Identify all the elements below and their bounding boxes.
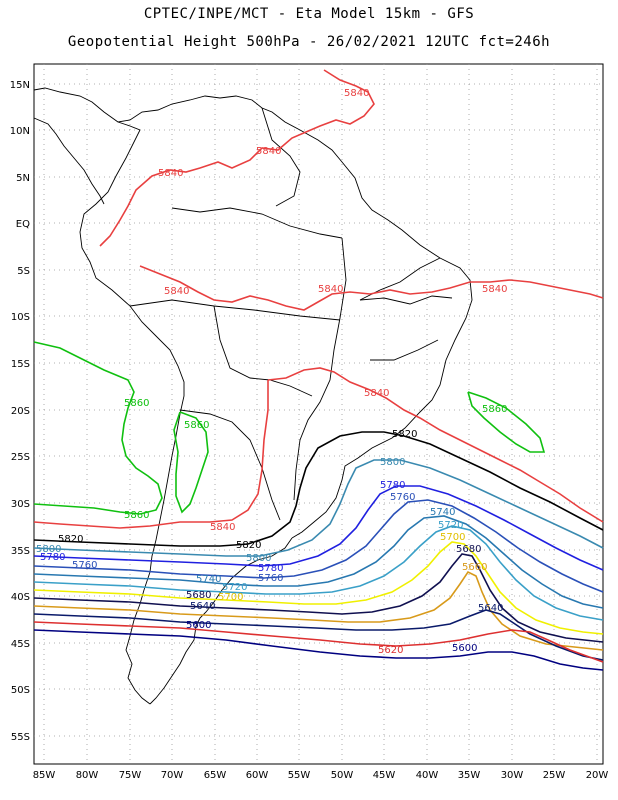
- contour-label: 5660: [462, 562, 487, 573]
- contour-5660: [33, 570, 604, 651]
- contour-label: 5840: [364, 388, 389, 399]
- lon-tick-label: 65W: [204, 770, 227, 781]
- lat-tick-label: 5S: [17, 266, 30, 277]
- lat-tick-label: 25S: [11, 452, 30, 463]
- longitude-labels: 85W 80W 75W 70W 65W 60W 55W 50W 45W 40W …: [33, 770, 609, 781]
- contour-label: 5720: [438, 520, 463, 531]
- contour-label: 5700: [218, 592, 243, 603]
- contour-label: 5620: [378, 645, 403, 656]
- contour-label: 5860: [482, 404, 507, 415]
- contour-5860-east: [467, 391, 546, 453]
- graticule: [34, 64, 603, 764]
- lat-tick-label: 10S: [11, 312, 30, 323]
- lat-tick-label: 30S: [11, 499, 30, 510]
- lon-tick-label: 45W: [373, 770, 396, 781]
- lat-tick-label: 40S: [11, 592, 30, 603]
- contour-5800: [33, 459, 604, 557]
- lat-tick-label: 15N: [10, 80, 30, 91]
- contour-label: 5760: [390, 492, 415, 503]
- contour-5600: [33, 629, 604, 671]
- lon-tick-label: 70W: [161, 770, 184, 781]
- contour-5680: [33, 553, 604, 643]
- contour-5840-central: [139, 265, 604, 311]
- contour-label: 5840: [482, 284, 507, 295]
- contour-label: 5840: [256, 146, 281, 157]
- lon-tick-label: 35W: [458, 770, 481, 781]
- contour-label: 5840: [344, 88, 369, 99]
- lon-tick-label: 50W: [331, 770, 354, 781]
- contour-5860-west: [33, 341, 163, 515]
- contour-label: 5640: [190, 601, 215, 612]
- contour-label: 5640: [478, 603, 503, 614]
- contour-label: 5780: [40, 552, 65, 563]
- lat-tick-label: 15S: [11, 359, 30, 370]
- lat-tick-label: 10N: [10, 126, 30, 137]
- contour-label: 5860: [124, 510, 149, 521]
- lat-tick-label: EQ: [16, 219, 30, 230]
- contour-label: 5860: [184, 420, 209, 431]
- contour-label: 5600: [452, 643, 477, 654]
- lat-tick-label: 35S: [11, 546, 30, 557]
- contour-5840-north: [99, 69, 375, 247]
- contour-label: 5820: [58, 534, 83, 545]
- contour-label: 5740: [430, 507, 455, 518]
- contour-5760: [33, 499, 604, 593]
- contour-label: 5720: [222, 582, 247, 593]
- contour-label: 5820: [392, 429, 417, 440]
- contour-label: 5800: [36, 544, 61, 555]
- lon-tick-label: 55W: [288, 770, 311, 781]
- lat-tick-label: 50S: [11, 685, 30, 696]
- lat-tick-label: 20S: [11, 406, 30, 417]
- contour-label: 5840: [158, 168, 183, 179]
- contour-labels: 5840 5840 5840 5840 5840 5840 5840 5840 …: [36, 88, 507, 656]
- contour-5820: [33, 431, 604, 547]
- latitude-labels: 15N 10N 5N EQ 5S 10S 15S 20S 25S 30S 35S…: [10, 80, 30, 743]
- contour-label: 5680: [456, 544, 481, 555]
- lat-tick-label: 45S: [11, 639, 30, 650]
- contour-5860-mid: [173, 411, 209, 514]
- contour-label: 5700: [440, 532, 465, 543]
- contour-5720: [33, 525, 604, 621]
- lon-tick-label: 40W: [416, 770, 439, 781]
- contour-5640: [33, 609, 604, 661]
- lon-tick-label: 85W: [33, 770, 56, 781]
- contour-5740: [33, 515, 604, 609]
- contour-label: 5840: [210, 522, 235, 533]
- lon-tick-label: 30W: [501, 770, 524, 781]
- map-frame: [33, 63, 604, 765]
- contour-label: 5860: [124, 398, 149, 409]
- map-title-line1: CPTEC/INPE/MCT - Eta Model 15km - GFS: [143, 6, 475, 22]
- lon-tick-label: 80W: [76, 770, 99, 781]
- contour-5620: [33, 621, 604, 663]
- contour-label: 5740: [196, 574, 221, 585]
- contour-label: 5760: [258, 573, 283, 584]
- contour-label: 5680: [186, 590, 211, 601]
- contour-5840-south: [267, 367, 604, 523]
- contour-5700: [33, 541, 604, 635]
- contour-label: 5780: [380, 480, 405, 491]
- contour-5840-west: [33, 380, 269, 529]
- contour-label: 5840: [318, 284, 343, 295]
- lon-tick-label: 25W: [543, 770, 566, 781]
- contour-label: 5800: [380, 457, 405, 468]
- contour-label: 5780: [258, 563, 283, 574]
- lat-tick-label: 55S: [11, 732, 30, 743]
- lat-tick-label: 5N: [16, 173, 30, 184]
- contour-label: 5840: [164, 286, 189, 297]
- contour-lines: [33, 69, 604, 671]
- lon-tick-label: 75W: [119, 770, 142, 781]
- lon-tick-label: 20W: [586, 770, 609, 781]
- coastlines: [33, 87, 473, 705]
- contour-label: 5600: [186, 620, 211, 631]
- map-title-line2: Geopotential Height 500hPa - 26/02/2021 …: [67, 34, 551, 50]
- contour-label: 5760: [72, 560, 97, 571]
- contour-label: 5800: [246, 553, 271, 564]
- contour-label: 5820: [236, 540, 261, 551]
- contour-5780: [33, 485, 604, 571]
- lon-tick-label: 60W: [246, 770, 269, 781]
